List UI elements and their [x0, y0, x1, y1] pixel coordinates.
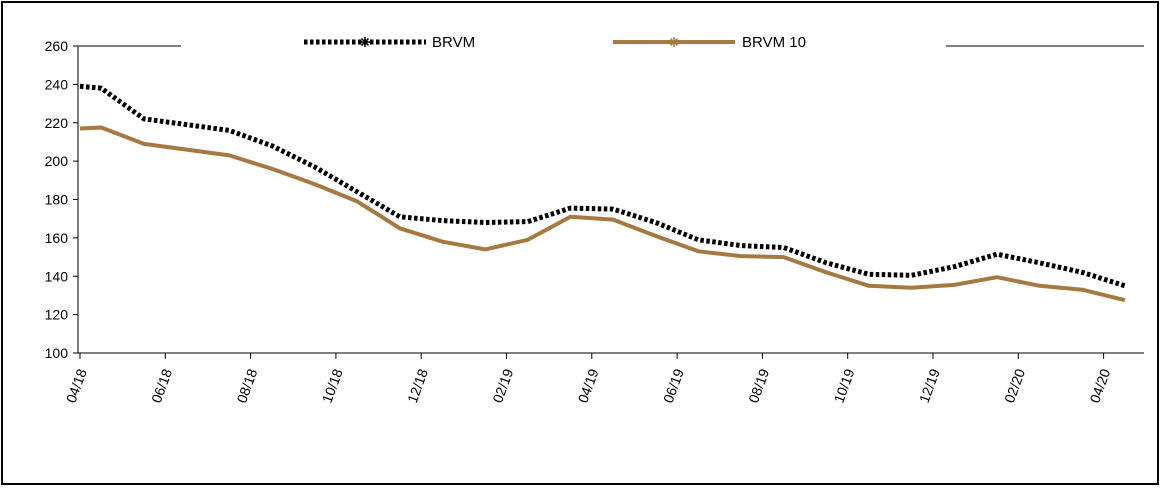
x-tick-label: 02/19 — [489, 366, 516, 405]
axes: 100 120 140 160 180 200 220 240 260 04/18 06/18 08/… — [45, 38, 1144, 405]
series-line-brvm-10 — [79, 125, 1126, 303]
series-marker — [669, 37, 679, 47]
y-tick-label: 180 — [45, 192, 69, 208]
x-tick-label: 10/19 — [830, 366, 857, 405]
y-tick-label: 120 — [45, 307, 69, 323]
x-tick-label: 10/18 — [319, 366, 346, 405]
legend: BRVM BRVM 10 — [304, 34, 806, 51]
x-tick-label: 08/18 — [233, 366, 260, 405]
y-tick-label: 160 — [45, 230, 69, 246]
y-tick-label: 220 — [45, 115, 69, 131]
x-tick-label: 06/19 — [660, 366, 687, 405]
x-tick-label: 02/20 — [1001, 366, 1028, 405]
x-tick-label: 06/18 — [148, 366, 175, 405]
x-tick-label: 04/18 — [63, 366, 90, 405]
x-tick-label: 08/19 — [745, 366, 772, 405]
x-tick-label: 04/20 — [1086, 366, 1113, 405]
y-tick-label: 260 — [45, 38, 69, 54]
x-tick-label: 04/19 — [575, 366, 602, 405]
series-marker — [360, 37, 370, 47]
series-layer — [79, 83, 1126, 303]
series-line-brvm — [79, 83, 1126, 289]
y-tick-label: 100 — [45, 345, 69, 361]
y-tick-label: 240 — [45, 76, 69, 92]
y-tick-label: 140 — [45, 268, 69, 284]
x-tick-label: 12/18 — [404, 366, 431, 405]
y-tick-label: 200 — [45, 153, 69, 169]
x-tick-label: 12/19 — [916, 366, 943, 405]
legend-label-brvm: BRVM — [432, 34, 475, 51]
legend-label-brvm-10: BRVM 10 — [742, 34, 806, 51]
